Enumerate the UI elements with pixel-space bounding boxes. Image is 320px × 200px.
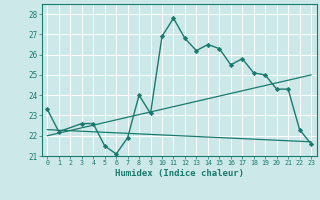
X-axis label: Humidex (Indice chaleur): Humidex (Indice chaleur) (115, 169, 244, 178)
